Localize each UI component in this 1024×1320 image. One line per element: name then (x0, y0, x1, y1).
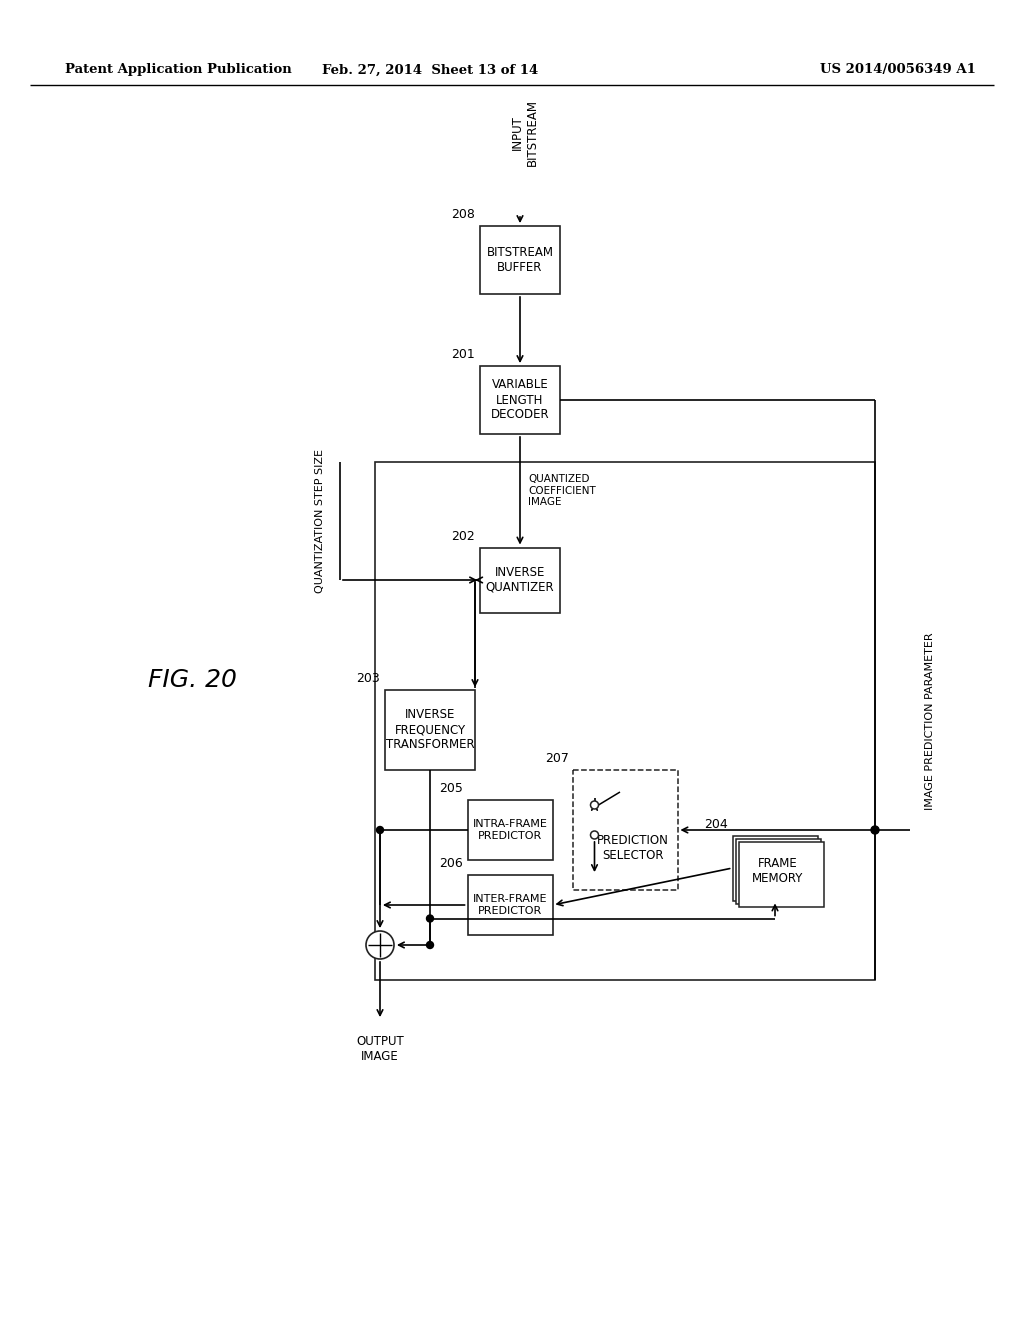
Bar (468, 800, 553, 861)
Text: 207: 207 (545, 752, 568, 766)
Circle shape (366, 931, 394, 960)
Text: US 2014/0056349 A1: US 2014/0056349 A1 (820, 63, 976, 77)
Text: 201: 201 (452, 348, 475, 360)
Circle shape (427, 915, 433, 921)
Text: INPUT
BITSTREAM: INPUT BITSTREAM (511, 99, 539, 166)
Bar (468, 875, 553, 935)
Text: FRAME
MEMORY: FRAME MEMORY (753, 857, 804, 884)
Bar (735, 838, 820, 903)
Text: 205: 205 (438, 781, 463, 795)
Text: 202: 202 (452, 529, 475, 543)
Bar (572, 770, 678, 890)
Text: OUTPUT
IMAGE: OUTPUT IMAGE (356, 1035, 403, 1063)
Text: FIG. 20: FIG. 20 (148, 668, 237, 692)
Text: QUANTIZATION STEP SIZE: QUANTIZATION STEP SIZE (315, 449, 325, 593)
Bar (738, 842, 823, 907)
Circle shape (591, 801, 598, 809)
Circle shape (591, 832, 598, 840)
Text: INTER-FRAME
PREDICTOR: INTER-FRAME PREDICTOR (473, 894, 547, 916)
Circle shape (427, 941, 433, 949)
Text: INTRA-FRAME
PREDICTOR: INTRA-FRAME PREDICTOR (472, 820, 548, 841)
Bar (480, 226, 560, 294)
Text: BITSTREAM
BUFFER: BITSTREAM BUFFER (486, 246, 554, 275)
Text: PREDICTION
SELECTOR: PREDICTION SELECTOR (597, 834, 669, 862)
Text: INVERSE
QUANTIZER: INVERSE QUANTIZER (485, 566, 554, 594)
Text: Patent Application Publication: Patent Application Publication (65, 63, 292, 77)
Text: IMAGE PREDICTION PARAMETER: IMAGE PREDICTION PARAMETER (925, 632, 935, 809)
Bar (375, 462, 874, 979)
Text: INVERSE
FREQUENCY
TRANSFORMER: INVERSE FREQUENCY TRANSFORMER (386, 709, 474, 751)
Circle shape (871, 826, 879, 834)
Text: 206: 206 (438, 857, 463, 870)
Text: 204: 204 (703, 817, 727, 830)
Text: 208: 208 (452, 209, 475, 220)
Text: QUANTIZED
COEFFICIENT
IMAGE: QUANTIZED COEFFICIENT IMAGE (528, 474, 596, 507)
Text: 203: 203 (356, 672, 380, 685)
Bar (480, 366, 560, 434)
Bar (480, 548, 560, 612)
Text: Feb. 27, 2014  Sheet 13 of 14: Feb. 27, 2014 Sheet 13 of 14 (322, 63, 539, 77)
Text: VARIABLE
LENGTH
DECODER: VARIABLE LENGTH DECODER (490, 379, 549, 421)
Bar (385, 690, 475, 770)
Circle shape (377, 826, 384, 833)
Bar (732, 836, 817, 900)
